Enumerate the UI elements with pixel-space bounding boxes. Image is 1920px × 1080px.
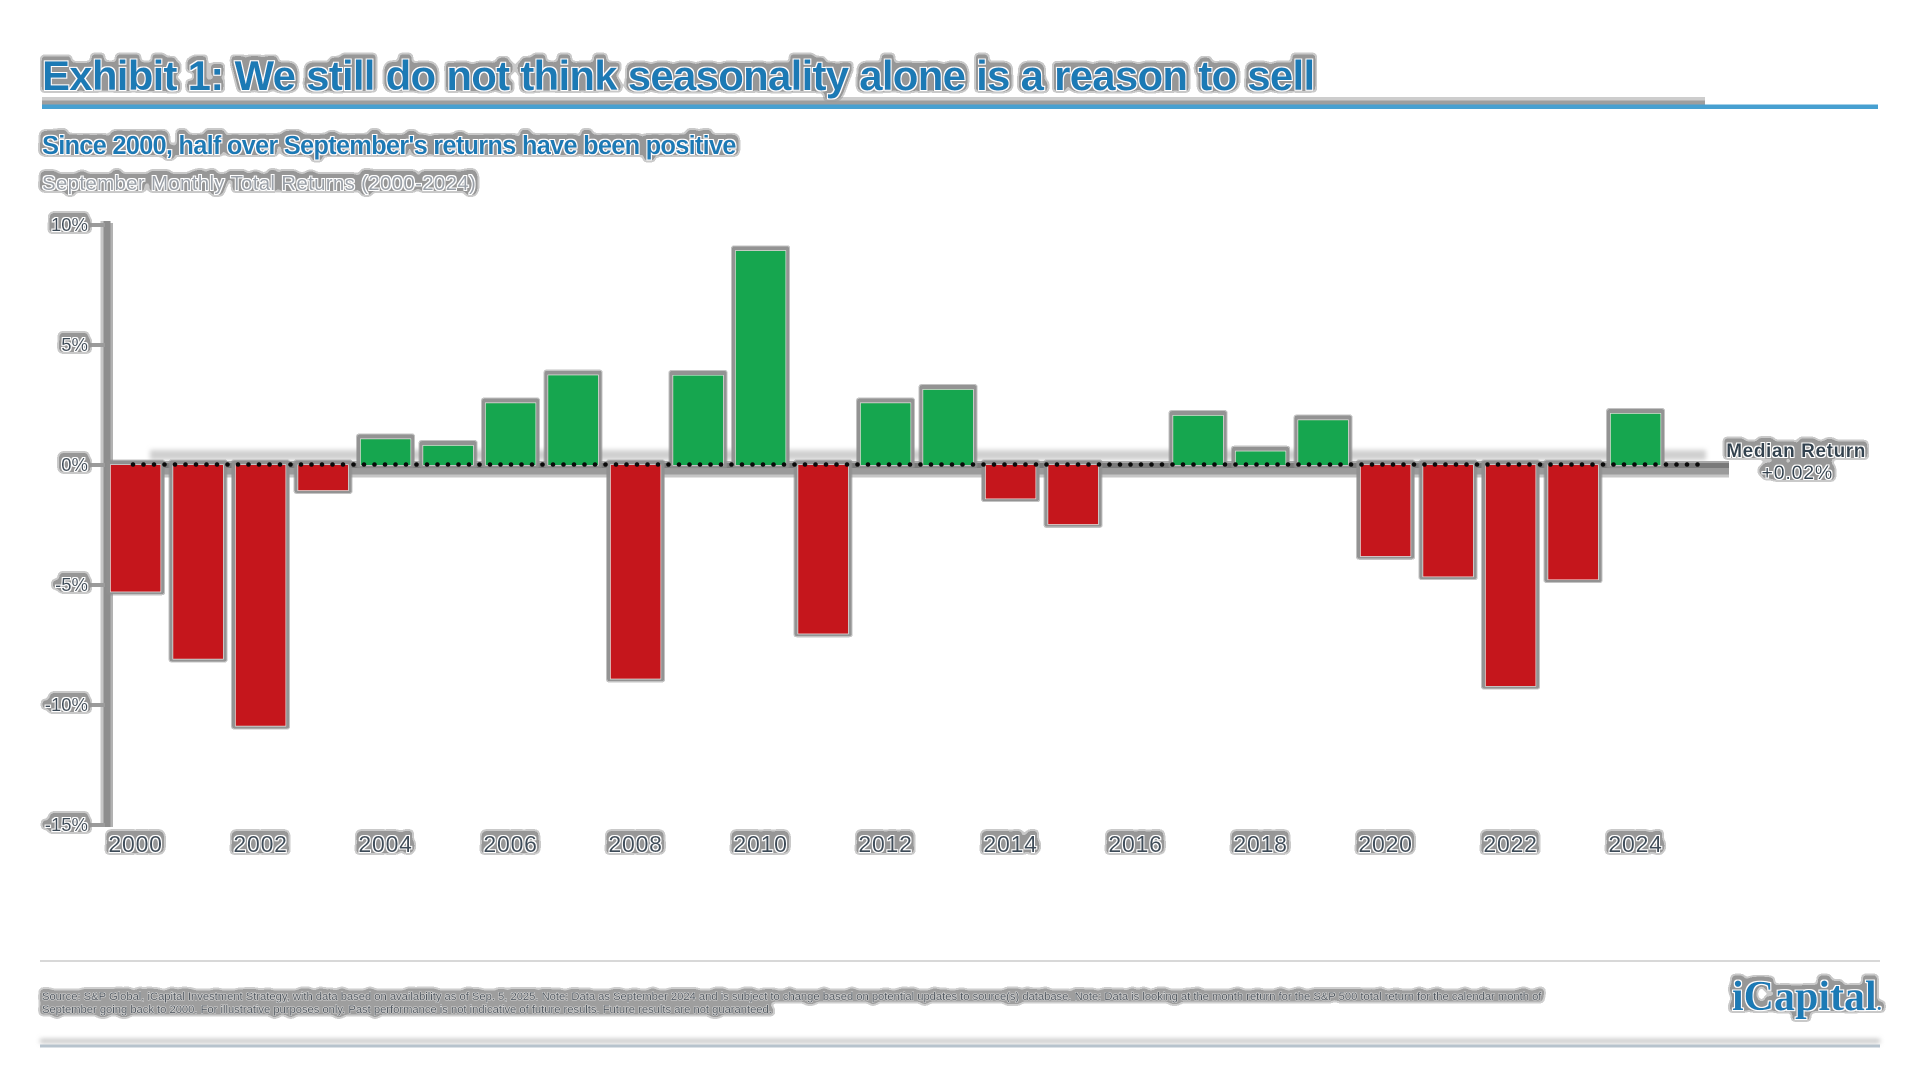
svg-text:2020: 2020 [1358,831,1412,857]
svg-text:-5%: -5% [55,574,88,595]
svg-text:September going back to 2000.: September going back to 2000. For illust… [42,1004,772,1016]
svg-text:-15%: -15% [45,814,88,835]
svg-text:2018: 2018 [1233,831,1287,857]
svg-text:2002: 2002 [233,831,287,857]
svg-text:2000: 2000 [108,831,162,857]
svg-text:2008: 2008 [608,831,662,857]
svg-text:+0.02%: +0.02% [1762,462,1833,484]
svg-text:2016: 2016 [1108,831,1162,857]
svg-text:Since 2000, half over Septembe: Since 2000, half over September's return… [42,132,736,160]
svg-text:0%: 0% [61,454,88,475]
svg-text:Source: S&P Global, iCapital I: Source: S&P Global, iCapital Investment … [42,991,1542,1003]
svg-text:2004: 2004 [358,831,412,857]
svg-text:Exhibit 1: We still do not thi: Exhibit 1: We still do not think seasona… [42,52,1314,99]
svg-text:5%: 5% [61,334,88,355]
svg-text:2014: 2014 [983,831,1037,857]
svg-text:2022: 2022 [1483,831,1537,857]
svg-text:September Monthly Total Return: September Monthly Total Returns (2000-20… [42,172,476,195]
svg-text:2006: 2006 [483,831,537,857]
svg-text:2010: 2010 [733,831,787,857]
svg-text:10%: 10% [51,214,88,235]
svg-text:2012: 2012 [858,831,912,857]
svg-text:iCapital.: iCapital. [1732,974,1882,1020]
svg-text:2024: 2024 [1608,831,1662,857]
svg-text:Median Return: Median Return [1726,441,1866,462]
svg-text:-10%: -10% [45,694,88,715]
